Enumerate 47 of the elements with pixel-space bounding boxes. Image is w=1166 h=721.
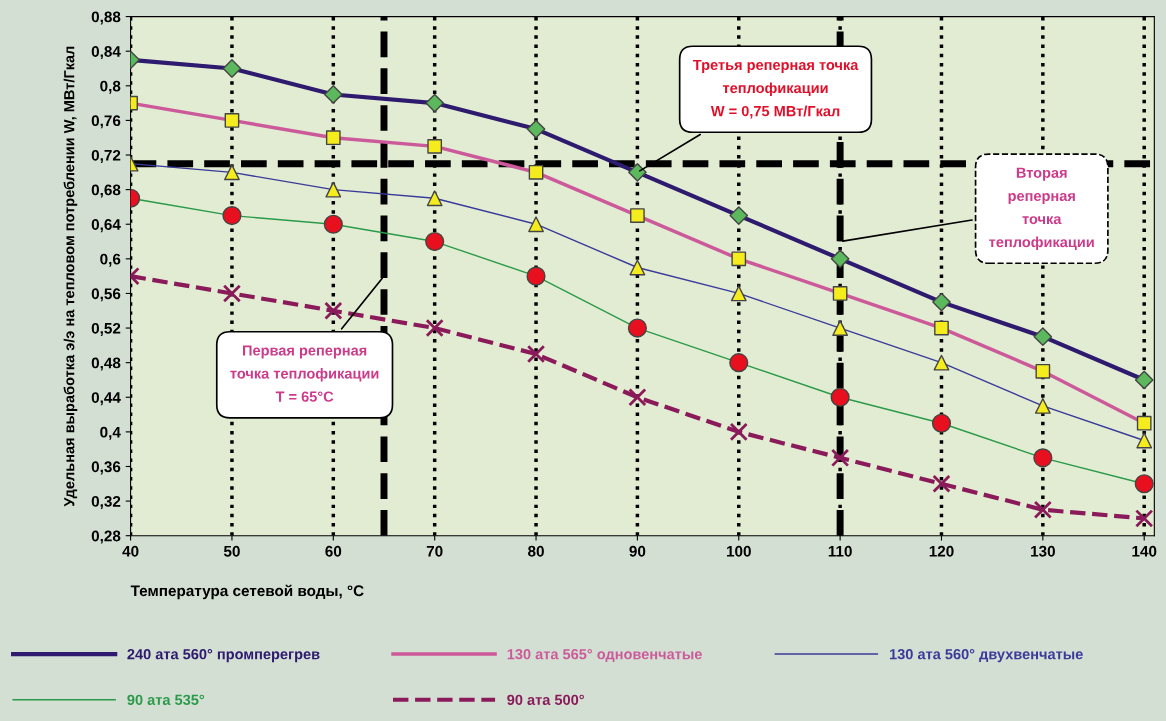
point: [1135, 509, 1154, 528]
y-tick-label: 0,84: [91, 46, 121, 60]
point: [222, 284, 242, 303]
x-tick-label: 90: [629, 545, 646, 557]
y-tick-label: 0,6: [100, 253, 121, 267]
y-tick-label: 0,68: [91, 184, 121, 198]
x-axis-title: Температура сетевой воды, °С: [130, 584, 364, 600]
y-tick-label: 0,88: [91, 11, 121, 25]
y-tick-label: 0,28: [91, 530, 121, 544]
point: [932, 474, 951, 493]
point: [324, 301, 343, 320]
x-tick-label: 50: [223, 545, 240, 557]
y-tick-label: 0,48: [91, 357, 121, 371]
text: 130 ата 565° одновенчатые: [507, 648, 702, 663]
point: [425, 318, 444, 338]
text: 240 ата 560° промперегрев: [127, 648, 320, 663]
y-tick-label: 0,52: [91, 322, 121, 336]
text: 90 ата 500°: [507, 694, 584, 705]
x-tick-label: 40: [122, 545, 139, 557]
x-tick-label: 130: [1031, 545, 1055, 557]
y-tick-label: 0,44: [91, 392, 121, 406]
y-tick-label: 0,32: [91, 495, 121, 509]
point: [1033, 500, 1053, 519]
point: [729, 422, 748, 442]
x-tick-label: 120: [929, 545, 954, 557]
x-tick-label: 60: [325, 545, 342, 557]
y-tick-label: 0,56: [91, 288, 121, 302]
x-tick-label: 110: [828, 545, 852, 557]
point: [830, 448, 850, 467]
x-tick-label: 100: [726, 545, 751, 557]
y-tick-label: 0,76: [91, 115, 121, 129]
annotation: Третья реперная точка теплофикации W = 0,75 МВт/Гкал: [692, 59, 859, 119]
y-tick-label: 0,8: [100, 80, 121, 94]
x-tick-label: 80: [528, 545, 544, 557]
y-tick-label: 0,64: [91, 219, 121, 233]
y-axis-title: Удельная выработка э/э на тепловом потреблении W, МВт/Гкал: [63, 46, 78, 507]
x-tick-label: 70: [426, 545, 443, 557]
point: [526, 344, 546, 364]
y-tick-label: 0,36: [91, 461, 121, 475]
text: 90 ата 535°: [127, 694, 205, 706]
y-tick-label: 0,72: [91, 149, 121, 163]
y-tick-label: 0,4: [100, 426, 121, 440]
point: [628, 388, 647, 407]
text: 130 ата 560° двухвенчатые: [889, 648, 1083, 663]
x-tick-label: 140: [1132, 545, 1157, 557]
annotation: Вторая реперная точка теплофикации: [989, 167, 1094, 251]
annotation: Первая реперная точка теплофикации T = 65°C: [230, 345, 379, 402]
